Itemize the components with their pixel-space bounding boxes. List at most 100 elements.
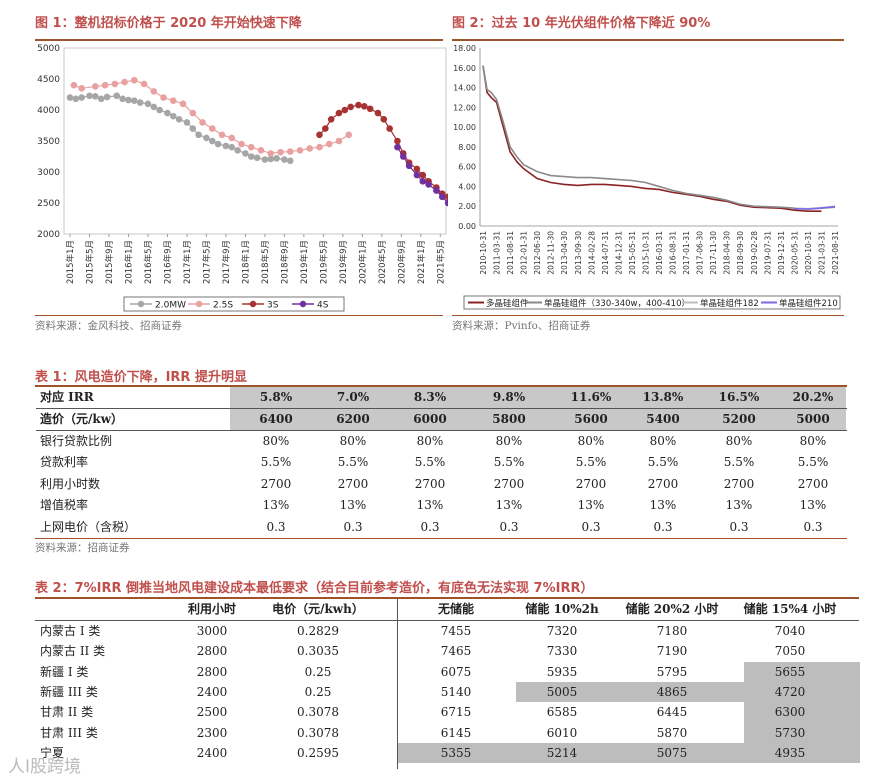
fig2-xtick: 2015-05-31 bbox=[628, 231, 637, 275]
table1-cost-value: 5600 bbox=[574, 412, 608, 426]
fig1-point bbox=[78, 94, 85, 101]
table2-cell: 7190 bbox=[656, 644, 688, 659]
fig1-ytick: 4000 bbox=[37, 106, 60, 116]
table2-cell: 2400 bbox=[196, 745, 228, 760]
fig1-point bbox=[234, 147, 241, 154]
fig1-point bbox=[131, 76, 138, 84]
table2-cell: 7040 bbox=[774, 624, 806, 638]
fig1-point bbox=[189, 125, 197, 132]
fig1-ytick: 2000 bbox=[37, 230, 60, 240]
fig1-point bbox=[150, 103, 158, 111]
table1-cost-row: 造价（元/kw） 6400 6200 6000 5800 5600 5400 5200 500… bbox=[36, 409, 846, 430]
fig2-series-单晶硅组件210 bbox=[794, 205, 836, 210]
fig1-xtick: 2021年1月 bbox=[416, 240, 427, 284]
fig1-point bbox=[113, 92, 121, 100]
table2-cell: 5214 bbox=[546, 745, 578, 760]
fig2-xtick: 2010-10-31 bbox=[479, 231, 488, 275]
fig1-point bbox=[131, 97, 138, 104]
table2-region: 甘肃 II 类 bbox=[40, 705, 94, 720]
fig1-point bbox=[277, 148, 284, 156]
table1-cell: 13% bbox=[262, 498, 290, 513]
fig1-point bbox=[355, 101, 362, 109]
table2-cell: 5005 bbox=[546, 684, 578, 699]
fig1-point bbox=[156, 106, 163, 114]
fig2-xtick: 2018-04-30 bbox=[723, 231, 732, 275]
fig1-point bbox=[179, 100, 187, 108]
fig1-xtick: 2015年1月 bbox=[65, 240, 76, 284]
fig2-ytick: 2.00 bbox=[458, 202, 476, 211]
fig2-xtick: 2015-10-31 bbox=[641, 231, 650, 275]
fig2-series-多晶硅组件 bbox=[482, 65, 822, 212]
fig2-legend-label: 单晶硅组件（330-340w，400-410） bbox=[544, 298, 690, 309]
fig2-xtick: 2011-08-31 bbox=[506, 231, 515, 275]
fig2-legend-label: 单晶硅组件210 bbox=[779, 298, 838, 309]
fig1-xtick: 2021年5月 bbox=[435, 240, 446, 284]
fig1-point bbox=[306, 145, 314, 152]
fig1-xtick: 2020年9月 bbox=[396, 240, 407, 284]
table1-cell: 13% bbox=[799, 498, 827, 513]
fig1-xtick: 2017年5月 bbox=[201, 240, 212, 284]
fig2-xtick: 2013-09-30 bbox=[574, 231, 583, 275]
table1-cell: 2700 bbox=[493, 476, 525, 491]
fig1-frame bbox=[63, 47, 447, 235]
fig2-xtick: 2019-07-31 bbox=[763, 231, 772, 275]
table1-cell: 0.3 bbox=[343, 519, 363, 534]
fig1-point bbox=[222, 142, 230, 150]
fig1-xtick: 2016年9月 bbox=[162, 240, 173, 284]
table1-cell: 2700 bbox=[414, 476, 446, 491]
fig1-point bbox=[195, 131, 202, 139]
fig2-xtick: 2014-12-31 bbox=[614, 231, 623, 275]
table1-cell: 5.5% bbox=[260, 455, 292, 470]
fig1-legend-label: 2.5S bbox=[213, 301, 233, 311]
fig1-legend-box bbox=[123, 296, 345, 312]
table1-cell: 0.3 bbox=[420, 519, 440, 534]
fig1-point bbox=[199, 119, 206, 126]
fig1-legend-swatch bbox=[195, 300, 203, 308]
table1-cell: 80% bbox=[577, 434, 605, 448]
table2-header-rule bbox=[35, 620, 859, 621]
fig1-point bbox=[160, 94, 167, 101]
table2-title: 表 2：7%IRR 倒推当地风电建设成本最低要求（结合目前参考造价，有底色无法实… bbox=[35, 581, 594, 596]
fig1-xtick: 2018年9月 bbox=[279, 240, 290, 284]
fig1-point bbox=[413, 165, 421, 173]
fig2-plot-area bbox=[479, 48, 838, 227]
fig1-point bbox=[140, 80, 148, 88]
fig1-point bbox=[267, 155, 275, 163]
table1-row: 上网电价（含税） 0.3 0.3 0.3 0.3 0.3 0.3 0.3 0.3 bbox=[36, 517, 846, 538]
table2-header: 储能 10%2h bbox=[525, 602, 599, 616]
fig1-series-2.5S bbox=[70, 76, 353, 157]
table1-cell: 80% bbox=[262, 434, 290, 448]
fig1-point bbox=[257, 147, 265, 154]
fig1-point bbox=[399, 153, 407, 160]
table1-cost-value: 5200 bbox=[722, 412, 756, 426]
fig1-point bbox=[164, 109, 171, 117]
fig1-ytick: 4500 bbox=[37, 75, 60, 85]
fig2-legend-label: 单晶硅组件182 bbox=[700, 298, 759, 309]
fig1-series-line bbox=[319, 104, 448, 198]
fig1-point bbox=[444, 199, 448, 207]
fig1-xtick: 2017年9月 bbox=[221, 240, 232, 284]
table2-cell: 2300 bbox=[196, 725, 228, 740]
table2-cell: 5355 bbox=[440, 745, 472, 760]
fig2-x-axis: 2010-10-31 2011-03-31 2011-08-31 2012-01-31… bbox=[479, 231, 840, 275]
fig1-xtick: 2015年5月 bbox=[84, 240, 95, 284]
fig2-xtick: 2012-01-31 bbox=[520, 231, 529, 275]
table2-cell: 5870 bbox=[656, 725, 688, 740]
table1-cost-value: 5400 bbox=[646, 412, 680, 426]
fig1-point bbox=[228, 143, 236, 151]
fig1-legend-swatch bbox=[137, 300, 145, 308]
fig1-point bbox=[72, 95, 80, 103]
fig1-point bbox=[218, 131, 226, 139]
fig1-xtick: 2015年9月 bbox=[104, 240, 115, 284]
fig1-point bbox=[247, 153, 255, 160]
fig1-point bbox=[286, 148, 294, 155]
table1-cell: 5.5% bbox=[414, 455, 446, 470]
table2-header: 利用小时 bbox=[187, 602, 236, 616]
fig2-y-axis: 18.00 16.00 14.00 12.00 10.00 8.00 6.00 4.00 2.0… bbox=[453, 44, 476, 231]
fig1-point bbox=[261, 156, 269, 163]
fig2-xtick: 2017-11-30 bbox=[709, 231, 718, 275]
table2-region: 新疆 III 类 bbox=[40, 684, 98, 699]
watermark: 人Ⅰ股跨境 bbox=[8, 757, 82, 777]
fig1-point bbox=[214, 140, 222, 148]
table1-cell: 0.3 bbox=[499, 519, 519, 534]
